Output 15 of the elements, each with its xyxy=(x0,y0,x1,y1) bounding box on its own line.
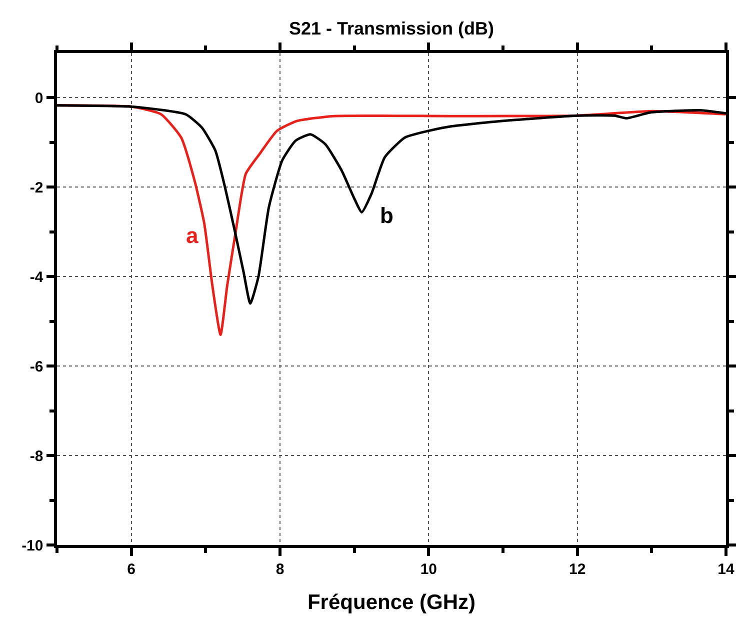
x-tick-label: 8 xyxy=(276,560,284,578)
y-tick-label: -6 xyxy=(30,358,44,376)
y-tick-label: -4 xyxy=(30,268,44,286)
y-tick-label: -2 xyxy=(30,179,44,196)
series-label: a xyxy=(186,223,199,248)
y-tick-label: -10 xyxy=(22,537,44,554)
y-tick-label: 0 xyxy=(34,90,44,107)
x-tick-label: 12 xyxy=(568,560,586,578)
chart-title: S21 - Transmission (dB) xyxy=(288,18,494,38)
y-tick-label: -8 xyxy=(30,448,44,465)
x-tick-label: 6 xyxy=(127,560,136,578)
x-tick-label: 10 xyxy=(420,560,438,578)
x-axis-title: Fréquence (GHz) xyxy=(307,590,476,614)
x-tick-label: 14 xyxy=(718,560,735,578)
series-label: b xyxy=(380,203,394,228)
